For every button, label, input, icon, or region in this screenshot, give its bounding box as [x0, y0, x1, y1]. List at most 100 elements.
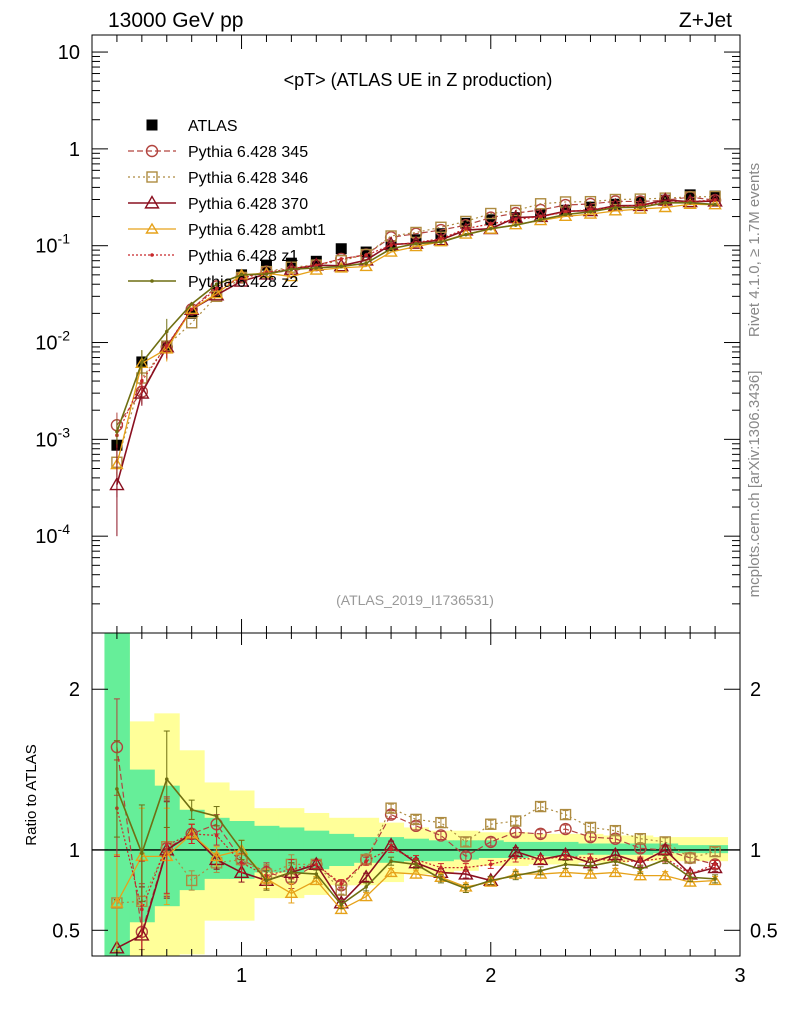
ratio-data-point	[663, 857, 668, 862]
ratio-y-tick-label-right: 2	[750, 679, 761, 701]
data-point	[583, 207, 598, 219]
legend-entry-label: Pythia 6.428 z2	[188, 274, 298, 291]
data-point	[507, 209, 524, 224]
ratio-data-point	[214, 833, 219, 838]
ratio-data-point	[308, 856, 325, 870]
data-point	[713, 198, 717, 202]
ratio-data-point	[185, 874, 198, 887]
ratio-data-point	[140, 907, 144, 912]
legend-marker	[150, 279, 154, 283]
ratio-data-point	[110, 896, 124, 908]
ratio-y-tick-label-right: 0.5	[750, 920, 778, 942]
rivet-version-label: Rivet 4.1.0, ≥ 1.7M events	[746, 163, 763, 337]
ratio-data-point	[464, 865, 468, 870]
data-point	[688, 200, 692, 205]
ratio-y-tick-label-left: 1	[69, 840, 80, 862]
data-point	[538, 218, 543, 222]
data-point	[608, 204, 623, 216]
ratio-data-point	[434, 829, 448, 842]
ratio-y-tick-label-left: 2	[69, 679, 80, 701]
data-point	[333, 257, 349, 272]
ratio-panel: 0.5 0.5 1 1 2 2 1 2 3 Ratio to ATLAS	[23, 632, 778, 987]
ratio-data-point	[488, 862, 493, 867]
ratio-data-point	[559, 822, 572, 836]
data-point	[364, 261, 368, 265]
ratio-data-point	[588, 864, 593, 868]
ratio-data-point	[233, 864, 250, 879]
ratio-data-point	[214, 814, 219, 818]
series-line-1	[116, 196, 716, 426]
ratio-data-point	[485, 818, 497, 830]
ratio-data-point	[435, 816, 447, 829]
data-point	[613, 205, 618, 210]
data-point	[260, 259, 272, 271]
ratio-data-point	[314, 872, 319, 876]
ratio-data-point	[509, 826, 522, 839]
ratio-data-point	[439, 865, 443, 870]
ratio-data-point	[164, 777, 169, 782]
y-tick-label: 10-3	[35, 424, 70, 451]
data-point	[513, 217, 518, 222]
data-point	[140, 379, 144, 383]
mcplots-label: mcplots.cern.ch [arXiv:1306.3436]	[746, 371, 763, 598]
ratio-data-point	[384, 866, 398, 878]
ratio-data-point	[713, 862, 717, 867]
data-point	[658, 201, 672, 213]
ratio-data-point	[410, 813, 422, 826]
data-point	[314, 263, 319, 267]
data-point	[360, 246, 372, 258]
data-point	[233, 273, 250, 287]
ratio-data-point	[608, 866, 623, 878]
ratio-data-point	[638, 867, 643, 872]
data-point	[464, 232, 468, 237]
data-point	[384, 245, 398, 257]
data-point	[464, 226, 468, 231]
data-point	[588, 207, 593, 212]
green-uncertainty-band-bin	[478, 840, 504, 858]
data-point	[339, 264, 344, 269]
ratio-data-point	[115, 787, 119, 791]
data-point	[488, 226, 493, 231]
legend-entry-label: ATLAS	[188, 118, 238, 135]
ratio-data-point	[364, 859, 368, 863]
ratio-data-point	[713, 877, 717, 881]
y-tick-label: 10-2	[35, 328, 70, 355]
ratio-y-tick-label-left: 0.5	[52, 920, 80, 942]
ratio-data-point	[559, 808, 572, 821]
ratio-data-point	[509, 815, 522, 827]
ratio-ylabel: Ratio to ATLAS	[23, 744, 40, 845]
ratio-data-point	[189, 832, 194, 836]
ratio-data-point	[414, 862, 418, 867]
header-right-title: Z+Jet	[679, 9, 732, 32]
legend-marker	[145, 222, 159, 234]
y-tick-label: 1	[69, 139, 80, 161]
y-tick-label: 10-1	[35, 231, 70, 258]
green-uncertainty-band-bin	[578, 843, 604, 855]
data-point	[310, 255, 322, 267]
ratio-data-point	[513, 873, 518, 878]
data-point	[584, 195, 597, 208]
data-point	[559, 196, 572, 208]
ratio-data-point	[558, 866, 573, 878]
data-point	[663, 201, 668, 205]
data-point	[588, 209, 593, 214]
ratio-data-point	[358, 869, 374, 883]
ratio-data-point	[707, 859, 723, 874]
ratio-data-point	[409, 867, 423, 879]
ratio-data-point	[583, 867, 598, 879]
ratio-data-point	[289, 870, 294, 875]
legend-entry-label: Pythia 6.428 345	[188, 144, 308, 161]
data-point	[214, 286, 219, 291]
ratio-data-point	[563, 862, 568, 867]
data-point	[638, 205, 643, 210]
ratio-data-point	[513, 856, 518, 860]
data-point	[309, 263, 324, 275]
ratio-y-tick-label-right: 1	[750, 840, 761, 862]
y-tick-label: 10-4	[35, 521, 70, 548]
ratio-data-point	[239, 848, 244, 852]
ratio-data-point	[458, 866, 474, 880]
data-point	[359, 260, 373, 272]
ratio-data-point	[538, 869, 543, 873]
green-uncertainty-band-bin	[428, 840, 454, 862]
